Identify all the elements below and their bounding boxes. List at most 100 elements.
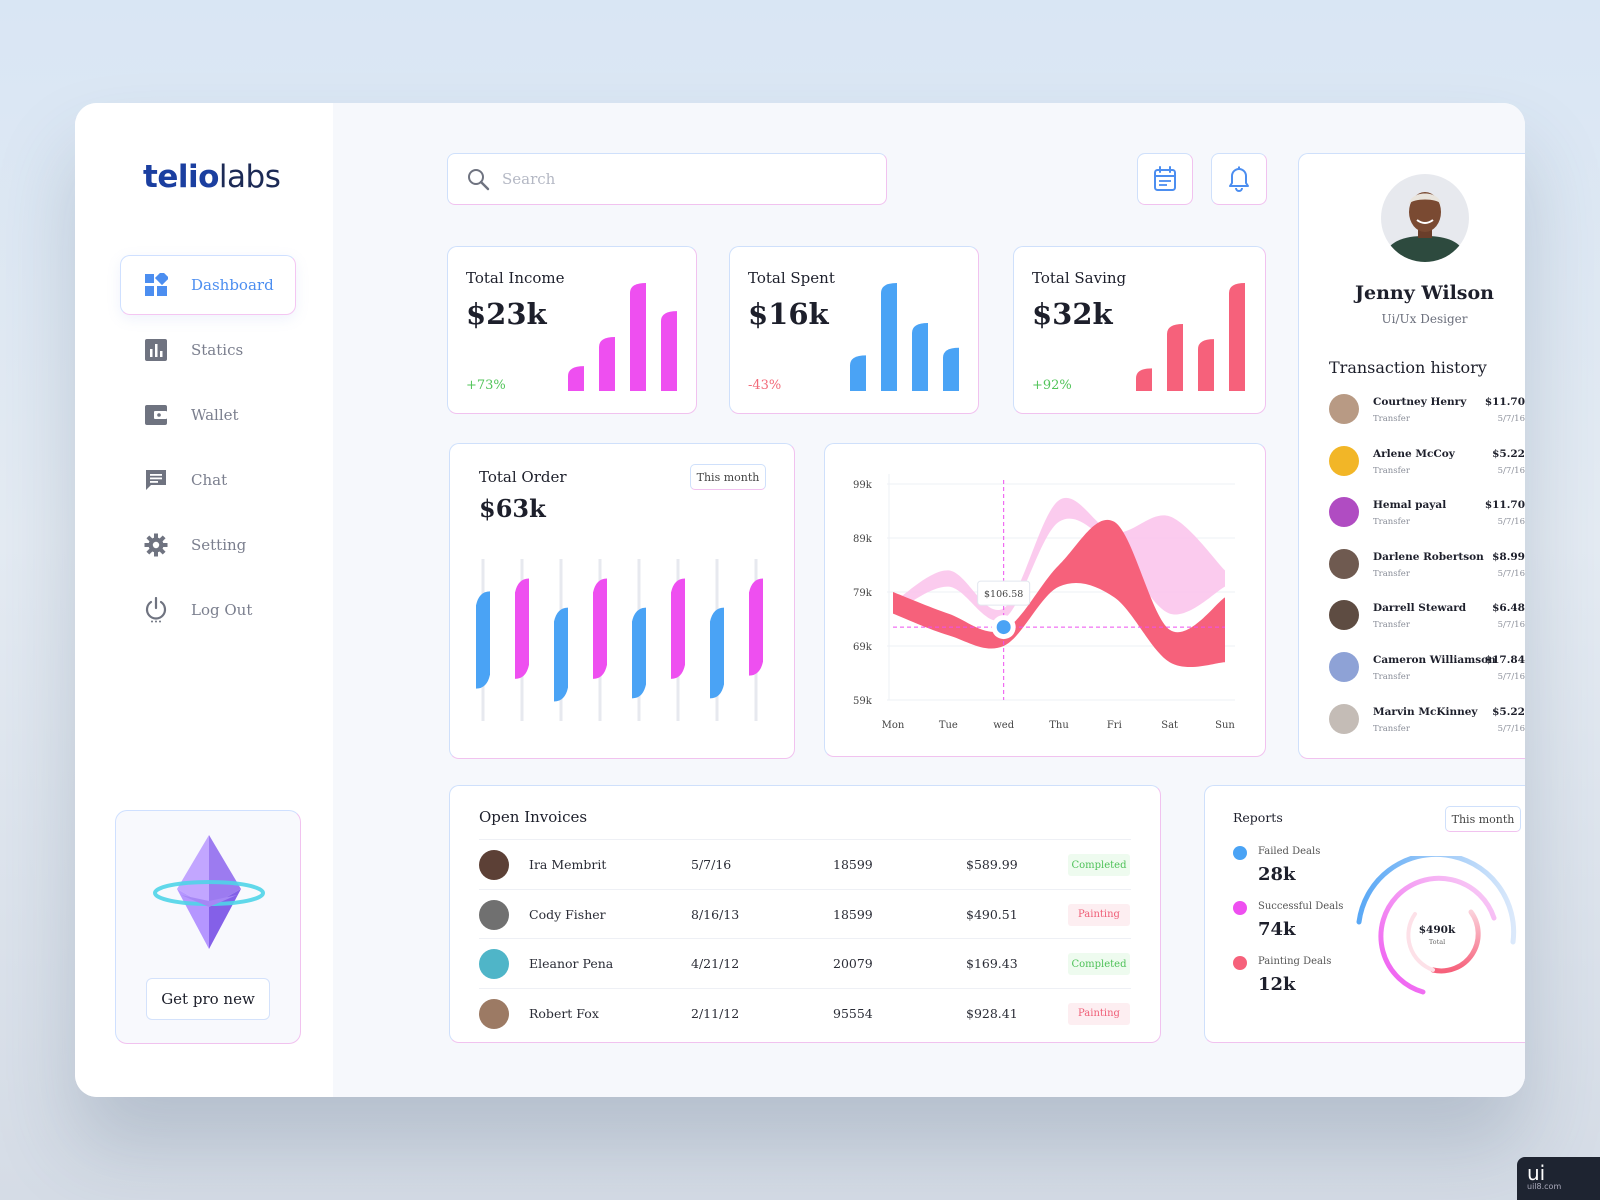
series-band-light	[893, 497, 1225, 621]
report-label: Successful Deals	[1258, 901, 1344, 912]
open-invoices-card: Open Invoices Ira Membrit 5/7/16 18599 $…	[449, 785, 1161, 1043]
order-bar	[749, 578, 763, 676]
order-bar	[671, 578, 685, 679]
invoice-id: 95554	[833, 1005, 873, 1021]
table-row[interactable]: Cody Fisher 8/16/13 18599 $490.51 Painti…	[479, 888, 1131, 939]
status-badge: Painting	[1068, 903, 1130, 926]
transaction-date: 5/7/16	[1497, 414, 1525, 424]
reports-ring-chart	[1356, 856, 1517, 995]
invoice-amount: $928.41	[966, 1005, 1018, 1021]
avatar	[1329, 497, 1359, 528]
invoice-date: 2/11/12	[691, 1005, 740, 1021]
x-tick-label: Fri	[1107, 720, 1122, 731]
dashboard-icon	[143, 272, 169, 298]
pro-promo-card: Get pro new	[115, 810, 301, 1044]
stat-change: +73%	[466, 378, 506, 393]
avatar	[479, 949, 509, 979]
sidebar-item-label: Chat	[191, 471, 228, 489]
stat-bar	[850, 355, 866, 391]
list-item[interactable]: Cameron Williamson Transfer $17.84 5/7/1…	[1329, 652, 1525, 692]
stat-mini-chart	[1136, 283, 1245, 391]
sidebar: teliolabs Dashboard Statics Wallet	[75, 103, 333, 1097]
transaction-type: Transfer	[1373, 568, 1410, 579]
x-tick-label: Sat	[1161, 720, 1178, 731]
transaction-type: Transfer	[1373, 517, 1410, 528]
stat-value: $23k	[466, 297, 547, 331]
stat-mini-chart	[850, 283, 959, 391]
transaction-amount: $5.22	[1492, 705, 1525, 718]
stat-title: Total Income	[466, 269, 565, 287]
transaction-name: Marvin McKinney	[1373, 705, 1478, 718]
profile-role: Ui/Ux Desiger	[1381, 312, 1468, 326]
table-row[interactable]: Robert Fox 2/11/12 95554 $928.41 Paintin…	[479, 987, 1131, 1038]
reports-card: Reports This month Failed Deals 28k Succ…	[1204, 785, 1525, 1043]
sidebar-item-dashboard[interactable]: Dashboard	[120, 255, 296, 315]
profile-name: Jenny Wilson	[1355, 282, 1494, 304]
get-pro-button[interactable]: Get pro new	[146, 978, 270, 1020]
transaction-amount: $5.22	[1492, 447, 1525, 460]
search-input[interactable]	[502, 170, 862, 188]
report-label: Painting Deals	[1258, 956, 1332, 967]
list-item[interactable]: Darlene Robertson Transfer $8.99 5/7/16	[1329, 548, 1525, 589]
notifications-button[interactable]	[1211, 153, 1267, 205]
sidebar-item-wallet[interactable]: Wallet	[120, 385, 296, 445]
stat-mini-chart	[568, 283, 677, 391]
sidebar-item-chat[interactable]: Chat	[120, 450, 296, 510]
avatar	[1329, 445, 1359, 476]
list-item[interactable]: Darrell Steward Transfer $6.48 5/7/16	[1329, 600, 1525, 640]
avatar	[479, 850, 509, 880]
transaction-date: 5/7/16	[1497, 568, 1525, 579]
order-period-dropdown[interactable]: This month	[690, 464, 766, 490]
list-item[interactable]: Arlene McCoy Transfer $5.22 5/7/16	[1329, 445, 1525, 486]
stat-change: -43%	[748, 378, 782, 393]
sidebar-nav: Dashboard Statics Wallet Chat	[120, 255, 296, 645]
y-tick-label: 69k	[853, 642, 873, 653]
list-item[interactable]: Courtney Henry Transfer $11.70 5/7/16	[1329, 394, 1525, 434]
invoice-id: 18599	[833, 857, 873, 872]
stat-value: $32k	[1032, 297, 1113, 331]
stat-bar	[943, 347, 959, 391]
status-badge: Completed	[1068, 854, 1130, 876]
reports-period-dropdown[interactable]: This month	[1445, 806, 1521, 832]
reports-title: Reports	[1233, 810, 1283, 825]
transaction-date: 5/7/16	[1497, 465, 1525, 476]
report-value: 28k	[1258, 864, 1296, 885]
invoice-name: Cody Fisher	[529, 906, 606, 922]
order-candles-chart	[476, 559, 763, 721]
y-tick-label: 99k	[853, 480, 873, 491]
sidebar-item-statics[interactable]: Statics	[120, 320, 296, 380]
table-row[interactable]: Eleanor Pena 4/21/12 20079 $169.43 Compl…	[479, 938, 1131, 988]
y-tick-label: 59k	[853, 696, 873, 707]
invoice-id: 20079	[833, 956, 873, 971]
list-item[interactable]: Marvin McKinney Transfer $5.22 5/7/16	[1329, 703, 1525, 744]
stat-bar	[630, 283, 646, 391]
order-bar	[710, 607, 724, 699]
reports-total-value: $490k	[1418, 924, 1456, 936]
calendar-button[interactable]	[1137, 153, 1193, 205]
avatar	[1329, 703, 1359, 734]
sidebar-item-setting[interactable]: Setting	[120, 515, 296, 575]
avatar	[479, 899, 509, 930]
transaction-type: Transfer	[1373, 672, 1410, 682]
stat-card-saving: Total Saving $32k +92%	[1013, 246, 1266, 414]
order-bar	[515, 578, 529, 679]
transaction-name: Courtney Henry	[1373, 396, 1467, 408]
invoice-name: Eleanor Pena	[529, 956, 614, 971]
sidebar-item-label: Wallet	[191, 406, 239, 424]
list-item[interactable]: Hemal payal Transfer $11.70 5/7/16	[1329, 497, 1525, 537]
avatar	[1329, 548, 1359, 579]
wallet-icon	[143, 402, 169, 428]
order-bar	[593, 578, 607, 679]
hover-point[interactable]	[996, 620, 1011, 635]
avatar	[479, 998, 509, 1029]
x-tick-label: Thu	[1049, 720, 1069, 731]
sidebar-item-logout[interactable]: Log Out	[120, 580, 296, 640]
table-row[interactable]: Ira Membrit 5/7/16 18599 $589.99 Complet…	[479, 839, 1131, 889]
report-item: Painting Deals 12k	[1233, 954, 1363, 1006]
stat-change: +92%	[1032, 378, 1072, 393]
transaction-name: Arlene McCoy	[1373, 447, 1455, 460]
bar-chart-icon	[143, 337, 169, 363]
transaction-date: 5/7/16	[1497, 723, 1525, 734]
report-item: Successful Deals 74k	[1233, 899, 1363, 951]
stat-bar	[661, 311, 677, 391]
